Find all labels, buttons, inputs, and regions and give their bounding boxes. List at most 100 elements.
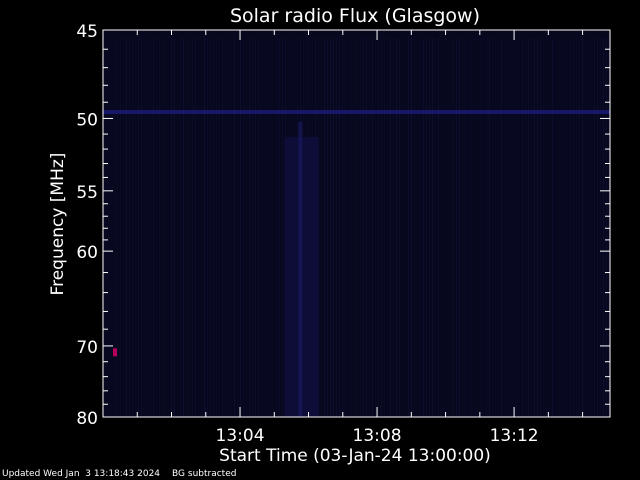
heatmap-stripe <box>495 38 496 417</box>
heatmap-stripe <box>189 38 190 417</box>
heatmap-stripe <box>111 38 112 417</box>
heatmap-stripe <box>561 38 562 417</box>
heatmap-stripe <box>228 38 229 417</box>
heatmap-stripe <box>366 38 367 417</box>
heatmap-stripe <box>354 38 355 417</box>
heatmap-stripe <box>564 38 565 417</box>
heatmap-stripe <box>195 38 196 417</box>
heatmap-stripe <box>429 38 430 417</box>
heatmap-stripe <box>456 38 457 417</box>
heatmap-stripe <box>363 38 364 417</box>
heatmap-stripe <box>402 38 403 417</box>
heatmap-stripe <box>432 38 433 417</box>
heatmap-stripe <box>477 38 478 417</box>
y-tick-label: 60 <box>76 243 98 263</box>
heatmap-stripe <box>213 38 214 417</box>
heatmap-stripe <box>537 38 538 417</box>
heatmap-stripe <box>324 38 325 417</box>
footer-status: Updated Wed Jan 3 13:18:43 2024 BG subtra… <box>2 469 248 480</box>
hotspot-marker <box>112 348 117 357</box>
heatmap-stripe <box>450 38 451 417</box>
heatmap-stripe <box>516 38 517 417</box>
heatmap-stripe <box>507 38 508 417</box>
y-axis-label: Frequency [MHz] <box>48 153 68 296</box>
heatmap-stripe <box>222 38 223 417</box>
heatmap-stripe <box>186 38 187 417</box>
heatmap-stripe <box>576 38 577 417</box>
heatmap-stripe <box>603 38 604 417</box>
heatmap-stripe <box>462 38 463 417</box>
heatmap-stripe <box>351 38 352 417</box>
heatmap-background <box>103 30 610 417</box>
heatmap-stripe <box>396 38 397 417</box>
heatmap-stripe <box>483 38 484 417</box>
heatmap-stripe <box>411 38 412 417</box>
heatmap-stripe <box>399 38 400 417</box>
heatmap-stripe <box>333 38 334 417</box>
heatmap-stripe <box>369 38 370 417</box>
heatmap-stripe <box>273 38 274 417</box>
heatmap-stripe <box>528 38 529 417</box>
heatmap-stripe <box>183 38 184 417</box>
heatmap-stripe <box>120 38 121 417</box>
heatmap-stripe <box>153 38 154 417</box>
heatmap-stripe <box>267 38 268 417</box>
heatmap-stripe <box>540 38 541 417</box>
heatmap-stripe <box>420 38 421 417</box>
heatmap-stripe <box>543 38 544 417</box>
heatmap-stripe <box>150 38 151 417</box>
heatmap-stripe <box>459 38 460 417</box>
heatmap-stripe <box>231 38 232 417</box>
heatmap-stripe <box>486 38 487 417</box>
heatmap-stripe <box>597 38 598 417</box>
heatmap-stripe <box>264 38 265 417</box>
heatmap-stripe <box>549 38 550 417</box>
heatmap-stripe <box>141 38 142 417</box>
heatmap-stripe <box>372 38 373 417</box>
heatmap-stripe <box>282 38 283 417</box>
heatmap-stripe <box>438 38 439 417</box>
heatmap-stripe <box>177 38 178 417</box>
heatmap-stripe <box>219 38 220 417</box>
heatmap-stripe <box>171 38 172 417</box>
heatmap-stripe <box>156 38 157 417</box>
heatmap-stripe <box>339 38 340 417</box>
heatmap-stripe <box>258 38 259 417</box>
heatmap-stripe <box>129 38 130 417</box>
heatmap-stripe <box>582 38 583 417</box>
heatmap-stripe <box>453 38 454 417</box>
heatmap-stripe <box>159 38 160 417</box>
heatmap-stripe <box>468 38 469 417</box>
heatmap-stripe <box>261 38 262 417</box>
heatmap-stripe <box>381 38 382 417</box>
heatmap-stripe <box>117 38 118 417</box>
heatmap-stripe <box>165 38 166 417</box>
heatmap-stripe <box>147 38 148 417</box>
heatmap-stripe <box>345 38 346 417</box>
heatmap-stripe <box>279 38 280 417</box>
heatmap-stripe <box>135 38 136 417</box>
y-tick-label: 55 <box>76 183 98 203</box>
heatmap-stripe <box>408 38 409 417</box>
heatmap-stripe <box>114 38 115 417</box>
heatmap-stripe <box>585 38 586 417</box>
heatmap-stripe <box>357 38 358 417</box>
heatmap-area <box>103 30 610 418</box>
heatmap-stripe <box>204 38 205 417</box>
heatmap-stripe <box>162 38 163 417</box>
heatmap-stripe <box>504 38 505 417</box>
x-axis: 13:04 13:08 13:12 <box>136 30 584 446</box>
heatmap-stripe <box>474 38 475 417</box>
heatmap-stripe <box>480 38 481 417</box>
heatmap-stripe <box>423 38 424 417</box>
heatmap-stripe <box>588 38 589 417</box>
heatmap-stripe <box>207 38 208 417</box>
heatmap-stripe <box>138 38 139 417</box>
bg-subtracted-note: BG subtracted <box>172 469 237 479</box>
heatmap-stripe <box>594 38 595 417</box>
heatmap-stripe <box>132 38 133 417</box>
heatmap-stripe <box>243 38 244 417</box>
heatmap-stripe <box>579 38 580 417</box>
